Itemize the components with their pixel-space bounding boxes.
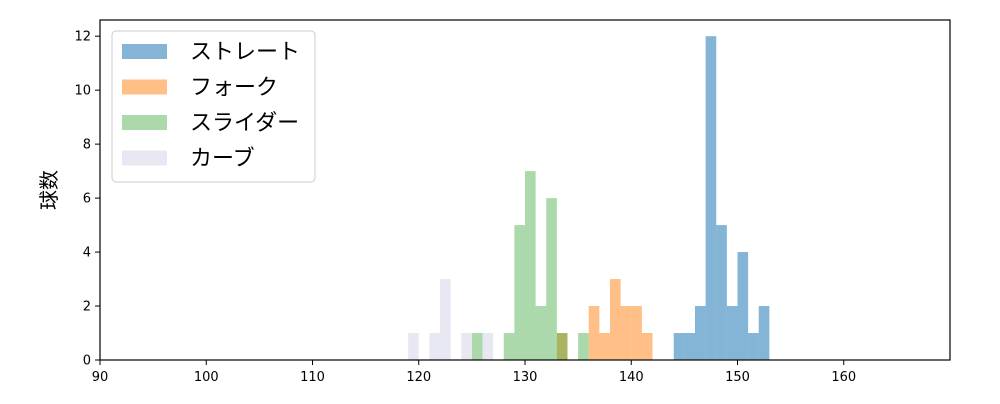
histogram-bar bbox=[641, 333, 653, 360]
y-tick-label: 8 bbox=[83, 138, 91, 153]
x-tick-label: 130 bbox=[513, 370, 538, 385]
x-tick-label: 100 bbox=[194, 370, 219, 385]
y-tick-label: 10 bbox=[74, 84, 91, 99]
y-tick-label: 2 bbox=[83, 300, 91, 315]
histogram-bar bbox=[525, 171, 536, 360]
histogram-bar bbox=[716, 225, 727, 360]
histogram-bar bbox=[620, 306, 632, 360]
histogram-bar bbox=[578, 333, 589, 360]
histogram-bar bbox=[599, 333, 610, 360]
histogram-bar bbox=[673, 333, 685, 360]
bars-layer bbox=[408, 36, 770, 360]
histogram-bar bbox=[535, 306, 547, 360]
legend-swatch bbox=[122, 44, 167, 59]
histogram-bar bbox=[556, 333, 568, 360]
histogram-bar bbox=[429, 333, 440, 360]
histogram-bar bbox=[556, 333, 568, 360]
legend-swatch bbox=[122, 79, 167, 95]
histogram-bar bbox=[482, 333, 494, 360]
legend-swatch bbox=[122, 150, 167, 166]
legend-swatch bbox=[122, 115, 167, 130]
histogram-bar bbox=[588, 306, 600, 360]
histogram-bar bbox=[440, 279, 451, 360]
histogram-bar bbox=[737, 252, 749, 360]
histogram-bar bbox=[461, 333, 472, 360]
legend-label: カーブ bbox=[190, 147, 255, 172]
legend-label: スライダー bbox=[190, 111, 299, 136]
series-2 bbox=[556, 279, 653, 360]
histogram-bar bbox=[684, 333, 695, 360]
x-tick-label: 90 bbox=[92, 370, 109, 385]
histogram-bar bbox=[610, 279, 621, 360]
histogram-bar bbox=[514, 225, 525, 360]
histogram-bar bbox=[471, 333, 483, 360]
x-tick-label: 150 bbox=[725, 370, 750, 385]
series-4 bbox=[408, 279, 494, 360]
y-tick-label: 12 bbox=[74, 30, 91, 45]
x-axis: 90 100 110 120 130 140 150 160 bbox=[92, 360, 856, 385]
histogram-bar bbox=[726, 306, 738, 360]
x-tick-label: 110 bbox=[300, 370, 325, 385]
x-tick-label: 160 bbox=[831, 370, 856, 385]
series-3 bbox=[471, 171, 589, 360]
y-tick-label: 6 bbox=[83, 192, 91, 207]
histogram-bar bbox=[546, 198, 557, 360]
x-tick-label: 140 bbox=[619, 370, 644, 385]
y-tick-label: 0 bbox=[83, 354, 91, 369]
histogram-bar bbox=[748, 333, 759, 360]
y-tick-label: 4 bbox=[83, 246, 91, 261]
series-1 bbox=[673, 36, 770, 360]
histogram-bar bbox=[631, 306, 642, 360]
histogram-bar bbox=[695, 306, 706, 360]
x-tick-label: 120 bbox=[406, 370, 431, 385]
histogram-bar bbox=[705, 36, 717, 360]
legend-label: ストレート bbox=[190, 40, 300, 65]
histogram-bar bbox=[503, 333, 515, 360]
histogram-bar bbox=[408, 333, 419, 360]
y-axis-label: 球数 bbox=[37, 170, 61, 210]
y-axis: 0 2 4 6 8 10 12 bbox=[74, 30, 100, 369]
legend-box bbox=[111, 30, 316, 183]
legend-label: フォーク bbox=[190, 76, 278, 101]
histogram-bar bbox=[758, 306, 770, 360]
